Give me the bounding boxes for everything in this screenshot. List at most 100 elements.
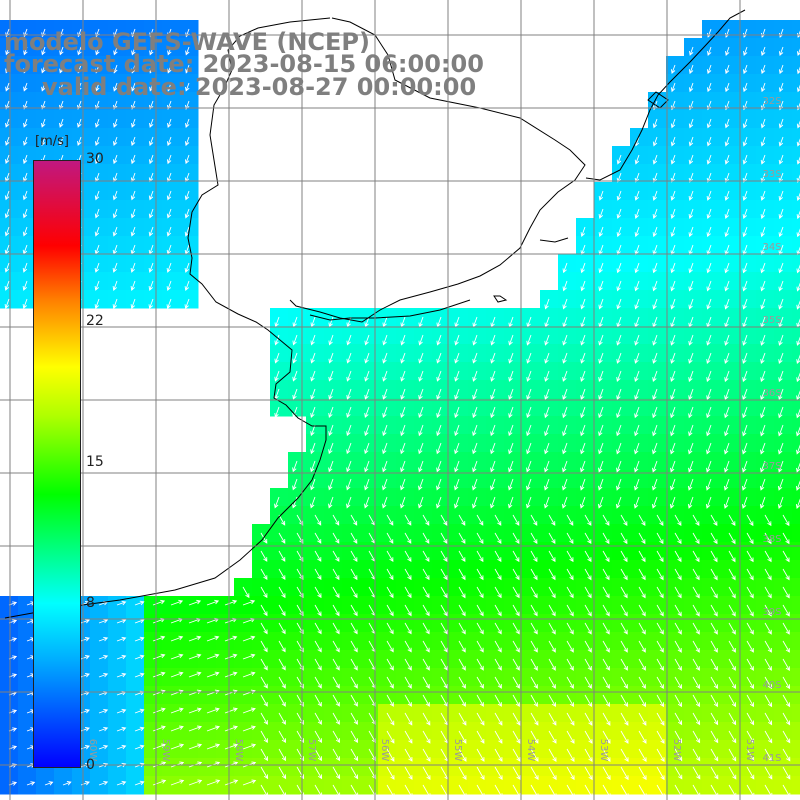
- wind-arrow: [778, 388, 784, 401]
- wind-arrow: [688, 262, 694, 274]
- speed-cell: [792, 326, 800, 345]
- wind-arrow: [526, 496, 532, 509]
- speed-cell: [792, 434, 800, 453]
- wind-arrow: [634, 406, 640, 419]
- wind-arrow: [616, 478, 622, 491]
- wind-arrow: [404, 694, 412, 707]
- wind-arrow: [454, 352, 460, 364]
- wind-arrow: [77, 118, 82, 128]
- wind-arrow: [692, 604, 700, 617]
- wind-arrow: [476, 640, 484, 653]
- wind-arrow: [98, 654, 109, 660]
- wind-arrow: [382, 334, 388, 346]
- speed-cell: [792, 110, 800, 129]
- wind-arrow: [705, 496, 712, 509]
- wind-arrow: [44, 781, 54, 786]
- wind-arrow: [328, 388, 334, 400]
- wind-arrow: [562, 478, 568, 491]
- wind-arrow: [472, 388, 478, 400]
- wind-arrow: [670, 118, 676, 129]
- wind-arrow: [796, 408, 800, 419]
- wind-arrow: [440, 532, 448, 544]
- latitude-label: 33S: [762, 169, 781, 180]
- wind-arrow: [759, 478, 766, 491]
- wind-arrow: [670, 352, 676, 364]
- wind-arrow: [760, 226, 766, 238]
- wind-arrow: [458, 658, 466, 671]
- wind-arrow: [472, 424, 478, 437]
- longitude-label: 54W: [525, 739, 536, 762]
- wind-arrow: [332, 550, 340, 562]
- wind-arrow: [4, 190, 10, 201]
- wind-arrow: [602, 676, 610, 689]
- wind-arrow: [562, 334, 568, 346]
- wind-arrow: [760, 154, 766, 165]
- wind-arrow: [4, 280, 10, 291]
- wind-arrow: [692, 658, 700, 671]
- wind-arrow: [166, 298, 172, 310]
- wind-arrow: [544, 298, 550, 310]
- wind-arrow: [454, 478, 460, 491]
- wind-arrow: [242, 653, 256, 660]
- wind-arrow: [131, 46, 136, 56]
- wind-arrow: [512, 514, 520, 526]
- wind-arrow: [148, 226, 154, 237]
- wind-arrow: [688, 370, 694, 383]
- wind-arrow: [706, 280, 712, 292]
- wind-arrow: [224, 743, 239, 750]
- wind-arrow: [705, 478, 712, 491]
- wind-arrow: [472, 442, 478, 455]
- wind-arrow: [170, 689, 184, 696]
- wind-arrow: [278, 640, 286, 653]
- wind-arrow: [584, 622, 592, 635]
- wind-arrow: [584, 532, 592, 544]
- wind-arrow: [674, 568, 682, 581]
- wind-arrow: [386, 676, 394, 689]
- wind-arrow: [548, 676, 556, 689]
- wind-arrow: [584, 658, 592, 671]
- wind-arrow: [242, 635, 256, 642]
- wind-arrow: [346, 496, 352, 509]
- wind-arrow: [782, 586, 790, 599]
- wind-arrow: [674, 766, 683, 780]
- wind-arrow: [742, 118, 748, 129]
- wind-arrow: [332, 640, 340, 653]
- wind-arrow: [602, 532, 610, 545]
- wind-arrow: [656, 730, 665, 744]
- wind-arrow: [796, 444, 800, 455]
- wind-arrow: [692, 532, 700, 545]
- wind-arrow: [4, 208, 10, 219]
- wind-arrow: [782, 658, 790, 672]
- wind-arrow: [706, 118, 712, 129]
- wind-arrow: [22, 280, 28, 291]
- wind-arrow: [759, 496, 766, 509]
- wind-arrow: [742, 154, 748, 165]
- wind-arrow: [382, 370, 388, 382]
- wind-arrow: [634, 262, 640, 274]
- wind-arrow: [422, 784, 431, 799]
- wind-arrow: [620, 730, 629, 744]
- wind-arrow: [548, 694, 556, 708]
- wind-arrow: [724, 262, 730, 274]
- wind-arrow: [170, 779, 185, 786]
- wind-arrow: [364, 424, 370, 437]
- wind-arrow: [724, 172, 730, 183]
- wind-arrow: [476, 568, 484, 581]
- wind-arrow: [22, 190, 28, 201]
- wind-arrow: [670, 64, 676, 74]
- wind-arrow: [530, 712, 539, 726]
- wind-arrow: [350, 676, 358, 689]
- wind-arrow: [742, 190, 748, 201]
- wind-arrow: [616, 388, 622, 401]
- wind-arrow: [292, 496, 298, 509]
- wind-arrow: [512, 766, 521, 780]
- wind-arrow: [22, 208, 28, 219]
- wind-arrow: [598, 226, 604, 237]
- wind-arrow: [350, 514, 358, 526]
- wind-arrow: [116, 708, 127, 714]
- wind-arrow: [688, 298, 694, 310]
- wind-arrow: [314, 568, 322, 580]
- colorbar-tick-label: 30: [86, 151, 104, 167]
- wind-arrow: [113, 46, 118, 56]
- wind-arrow: [692, 748, 701, 762]
